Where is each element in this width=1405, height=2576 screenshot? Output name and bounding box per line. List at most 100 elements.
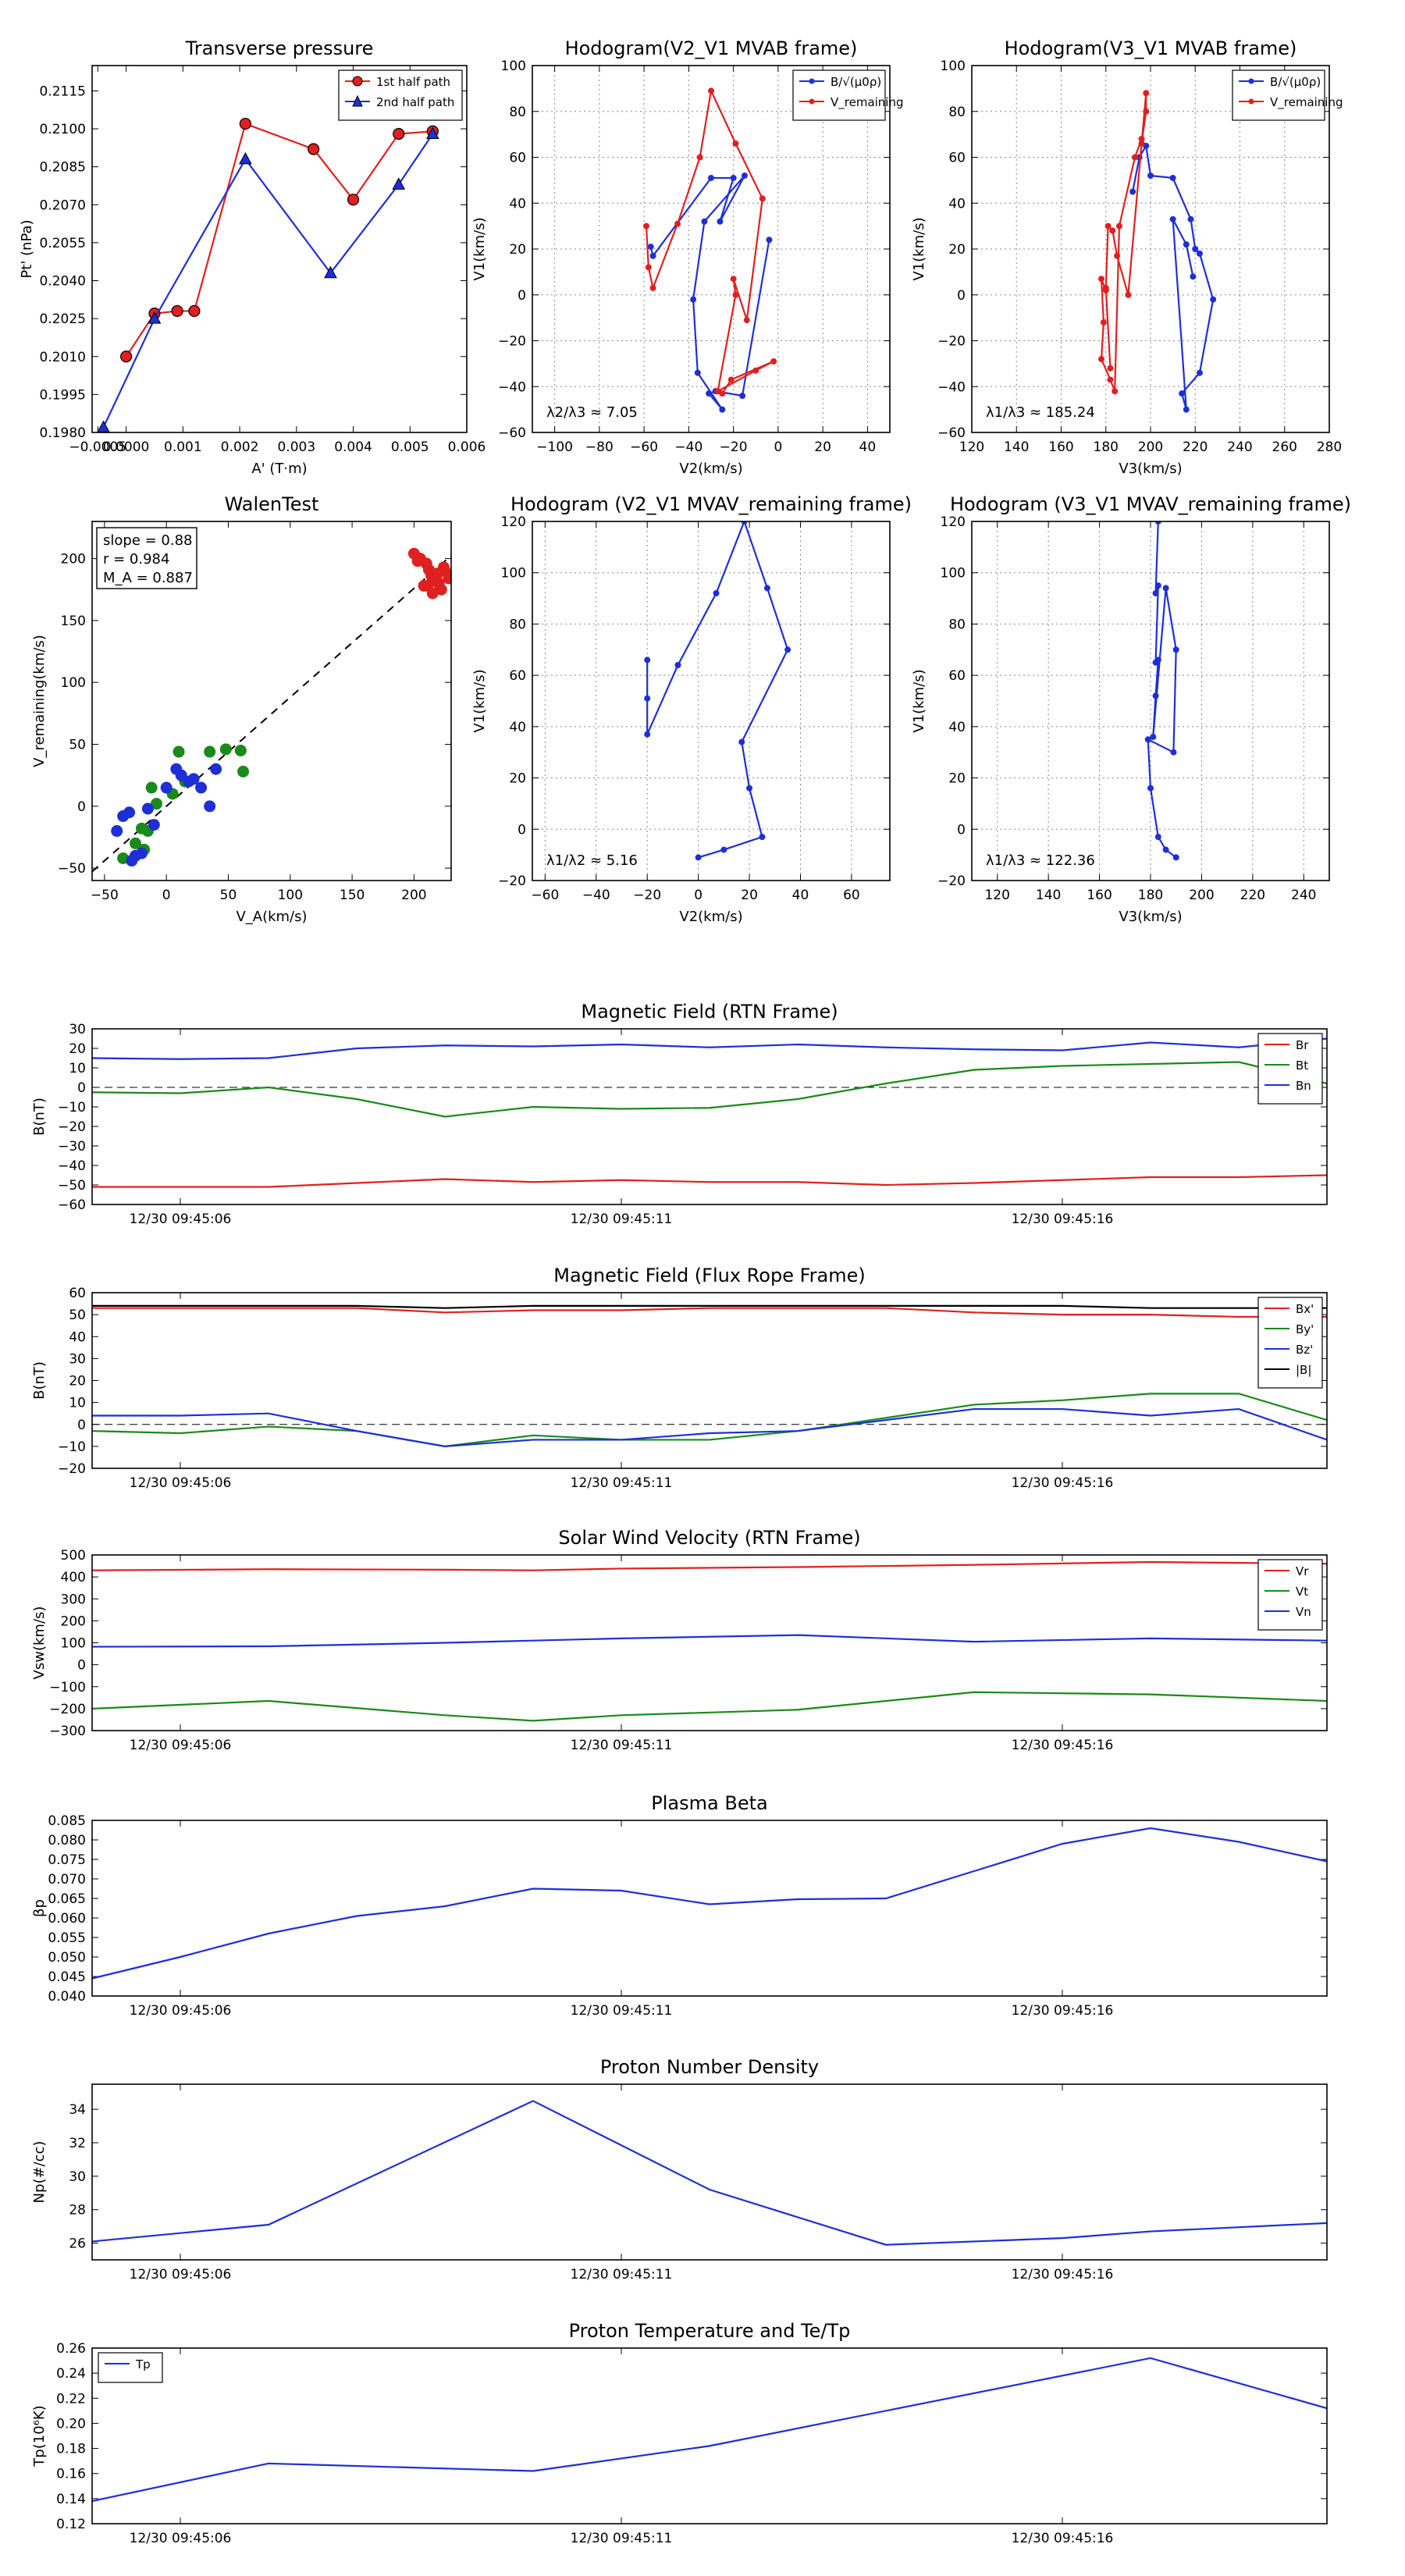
chart-h21r: Hodogram (V2_V1 MVAV_remaining frame) −60… — [471, 493, 912, 925]
series-line-Bx' — [92, 1307, 1327, 1318]
data-point — [644, 695, 651, 702]
series-line-Np — [92, 2100, 1327, 2246]
data-point — [1179, 390, 1186, 397]
y-tick-label: 40 — [948, 720, 966, 735]
data-point — [1107, 365, 1114, 372]
x-tick-label: 200 — [1138, 439, 1163, 455]
series-line-|B| — [92, 1304, 1327, 1309]
y-tick-label: 500 — [61, 1548, 86, 1564]
legend-label: V_remaining — [831, 95, 904, 110]
x-tick-label: 260 — [1272, 439, 1297, 455]
y-tick-label: 0 — [957, 822, 966, 838]
chart-h31: Hodogram(V3_V1 MVAB frame) 120 140 160 180 20… — [911, 37, 1343, 477]
y-tick-label: 100 — [61, 675, 86, 691]
series-line-V_remaining — [1147, 521, 1177, 859]
data-point — [695, 854, 702, 861]
data-point — [1147, 785, 1154, 792]
data-point — [1129, 188, 1136, 195]
x-axis-label: V3(km/s) — [1119, 909, 1182, 925]
y-tick-label: 50 — [69, 738, 86, 753]
data-point — [195, 781, 208, 794]
data-point — [1154, 834, 1161, 841]
data-point — [392, 177, 406, 190]
data-point — [732, 140, 739, 147]
data-point — [690, 296, 697, 303]
y-tick-label: 40 — [69, 1329, 86, 1345]
data-point — [1183, 406, 1190, 413]
y-tick-label: −20 — [937, 334, 966, 350]
plot-area — [1144, 521, 1179, 861]
data-point — [1107, 376, 1114, 383]
x-axis-label: V_A(km/s) — [236, 909, 307, 925]
y-tick-label: 30 — [69, 1351, 86, 1367]
x-tick-label: 160 — [1087, 888, 1112, 903]
y-tick-label: 10 — [69, 1396, 86, 1411]
data-point — [148, 819, 160, 831]
data-point — [1100, 319, 1107, 326]
chart-title: Solar Wind Velocity (RTN Frame) — [558, 1527, 860, 1549]
data-point — [171, 304, 183, 318]
chart-walen: WalenTest −50 0 50 100 150 200 −50 0 50 100 150 200 V… — [31, 493, 452, 925]
data-point — [239, 117, 251, 130]
chart-tp_temp: Proton Temperature and Te/Tp 12/30 09:45:… — [31, 2320, 1328, 2546]
x-tick-label: 100 — [278, 888, 303, 903]
y-axis-label: V1(km/s) — [911, 669, 927, 732]
x-tick-label: 160 — [1048, 439, 1073, 455]
x-tick-label: 200 — [1189, 888, 1214, 903]
y-tick-label: 100 — [61, 1636, 86, 1652]
y-tick-label: 0 — [77, 799, 86, 815]
y-tick-label: 0 — [77, 1658, 86, 1674]
chart-title: Hodogram(V2_V1 MVAB frame) — [565, 37, 858, 59]
y-tick-label: 40 — [948, 196, 966, 212]
y-tick-label: −60 — [58, 1197, 86, 1213]
legend-marker — [1248, 78, 1254, 84]
data-point — [393, 127, 405, 141]
x-tick-label: 0.003 — [277, 439, 315, 455]
x-tick-label: 20 — [814, 439, 831, 455]
legend-marker — [1248, 98, 1254, 105]
chart-title: Magnetic Field (RTN Frame) — [581, 1001, 838, 1023]
x-tick-label: 50 — [220, 888, 237, 903]
y-tick-label: −40 — [498, 379, 526, 395]
y-axis-label: V_remaining(km/s) — [31, 635, 48, 767]
data-point — [160, 781, 173, 794]
y-tick-label: 0 — [77, 1418, 86, 1433]
x-tick-label: 12/30 09:45:16 — [1012, 2003, 1114, 2019]
axes-frame — [91, 65, 468, 433]
y-tick-label: 20 — [948, 242, 966, 258]
series-line-Vt — [92, 1691, 1327, 1722]
chart-title: Hodogram (V3_V1 MVAV_remaining frame) — [950, 493, 1351, 515]
x-axis-label: V3(km/s) — [1119, 461, 1182, 477]
data-point — [644, 731, 651, 738]
y-tick-label: 0.2070 — [40, 197, 86, 213]
plot-area — [92, 1560, 1327, 1722]
y-tick-label: 0.065 — [48, 1891, 86, 1907]
axes-frame — [532, 65, 891, 433]
data-point — [150, 798, 162, 810]
legend-box — [792, 69, 886, 121]
data-point — [1152, 590, 1159, 596]
data-point — [1154, 582, 1161, 589]
ratio-annotation: λ2/λ3 ≈ 7.05 — [546, 404, 638, 421]
y-tick-label: 60 — [948, 151, 966, 166]
data-point — [741, 521, 748, 525]
y-tick-label: −60 — [937, 425, 966, 441]
legend-label: 1st half path — [376, 75, 450, 89]
y-axis-label: Pt' (nPa) — [19, 219, 35, 278]
x-tick-label: 40 — [859, 439, 877, 455]
legend-marker — [352, 94, 363, 107]
legend-label: 2nd half path — [376, 95, 454, 109]
y-tick-label: 400 — [61, 1570, 86, 1585]
x-tick-label: −20 — [633, 888, 661, 903]
legend-label: Bx' — [1296, 1302, 1314, 1316]
data-point — [1144, 736, 1151, 743]
y-tick-label: −50 — [58, 861, 86, 877]
data-point — [1098, 356, 1105, 362]
y-tick-label: 0 — [518, 822, 526, 838]
y-tick-label: −20 — [498, 873, 526, 889]
data-point — [1210, 296, 1217, 303]
x-tick-label: 12/30 09:45:06 — [130, 2531, 232, 2546]
y-tick-label: 300 — [61, 1592, 86, 1607]
plot-area — [97, 117, 439, 432]
data-point — [1150, 734, 1157, 740]
